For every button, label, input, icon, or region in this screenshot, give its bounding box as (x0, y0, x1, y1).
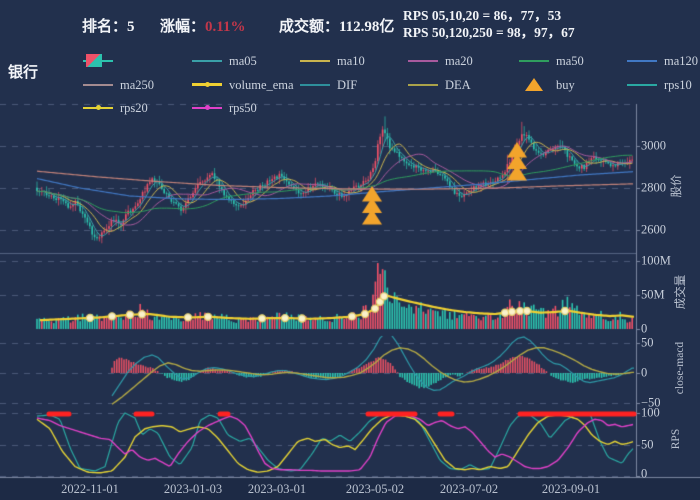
price-ytick-label: 2600 (641, 222, 666, 237)
header-stats: 排名：5 涨幅：0.11% 成交额：112.98亿 (82, 15, 394, 36)
legend-label: ma50 (556, 53, 584, 68)
legend-item-volume_ema: volume_ema (192, 77, 294, 93)
x-tick-label: 2023-03-01 (247, 482, 307, 496)
x-tick-label: 2023-07-02 (439, 482, 499, 496)
x-tick-label: 2023-05-02 (345, 482, 405, 496)
macd-ytick-label: −50 (641, 395, 661, 410)
macd-ytick-label: 50 (641, 335, 654, 350)
ma120-swatch-icon (627, 54, 657, 68)
rank-label: 排名： (82, 19, 128, 35)
change-label: 涨幅： (160, 19, 206, 35)
volume-ytick-label: 100M (641, 253, 671, 268)
legend-label: ma120 (664, 53, 699, 68)
legend-label: ma250 (120, 77, 155, 92)
rps-summary-line1: RPS 05,10,20 = 86，77，53 (403, 8, 562, 23)
volume-ytick-label: 50M (641, 287, 665, 302)
turnover-label: 成交额： (278, 19, 339, 35)
legend-label: DIF (337, 77, 358, 92)
legend-label: ma20 (445, 53, 473, 68)
price-ytick-label: 3000 (641, 138, 666, 153)
legend-item-buy: buy (519, 77, 575, 93)
legend-label: rps20 (120, 100, 148, 115)
rps-summary: RPS 05,10,20 = 86，77，53 RPS 50,120,250 =… (403, 7, 575, 41)
legend-item-ma120: ma120 (627, 53, 698, 69)
legend-item-ma10: ma10 (300, 53, 365, 69)
ma20-swatch-icon (408, 54, 438, 68)
candle-swatch-icon (83, 54, 113, 68)
legend-item-ma05: ma05 (192, 53, 257, 69)
legend-label: volume_ema (229, 77, 294, 92)
buy-swatch-icon (519, 78, 549, 92)
rps20-swatch-icon (83, 101, 113, 115)
change-value: 0.11% (205, 19, 246, 35)
rps-ytick-label: 0 (641, 466, 648, 481)
legend-label: ma05 (229, 53, 257, 68)
legend-label: ma10 (337, 53, 365, 68)
rps50-swatch-icon (192, 101, 222, 115)
legend-item-DEA: DEA (408, 77, 471, 93)
ma05-swatch-icon (192, 54, 222, 68)
legend-item-DIF: DIF (300, 77, 357, 93)
rps10-swatch-icon (627, 78, 657, 92)
DIF-swatch-icon (300, 78, 330, 92)
x-tick-label: 2022-11-01 (61, 482, 119, 496)
x-tick-label: 2023-09-01 (541, 482, 601, 496)
rps-ytick-label: 100 (641, 405, 660, 420)
legend-label: DEA (445, 77, 471, 92)
price-axis-title: 股价 (671, 174, 683, 198)
legend-item-candle (83, 53, 113, 69)
turnover-value: 112.98亿 (338, 19, 395, 35)
volume_ema-swatch-icon (192, 78, 222, 92)
ma50-swatch-icon (519, 54, 549, 68)
legend-item-ma250: ma250 (83, 77, 154, 93)
DEA-swatch-icon (408, 78, 438, 92)
legend-item-ma50: ma50 (519, 53, 584, 69)
legend-item-rps20: rps20 (83, 100, 148, 116)
ma250-swatch-icon (83, 78, 113, 92)
legend-item-ma20: ma20 (408, 53, 473, 69)
macd-ytick-label: 0 (641, 365, 648, 380)
legend-item-rps50: rps50 (192, 100, 257, 116)
rank-value: 5 (127, 19, 135, 35)
legend-label: buy (556, 77, 575, 92)
volume-ytick-label: 0 (641, 321, 648, 336)
legend-item-rps10: rps10 (627, 77, 692, 93)
rps-ytick-label: 50 (641, 437, 654, 451)
legend-label: rps10 (664, 77, 692, 92)
rps-axis-title: RPS (670, 428, 682, 450)
ma10-swatch-icon (300, 54, 330, 68)
price-ytick-label: 2800 (641, 180, 666, 195)
rps-summary-line2: RPS 50,120,250 = 98，97，67 (403, 25, 575, 40)
x-tick-label: 2023-01-03 (163, 482, 223, 496)
legend-label: rps50 (229, 100, 257, 115)
sector-title: 银行 (8, 65, 39, 81)
